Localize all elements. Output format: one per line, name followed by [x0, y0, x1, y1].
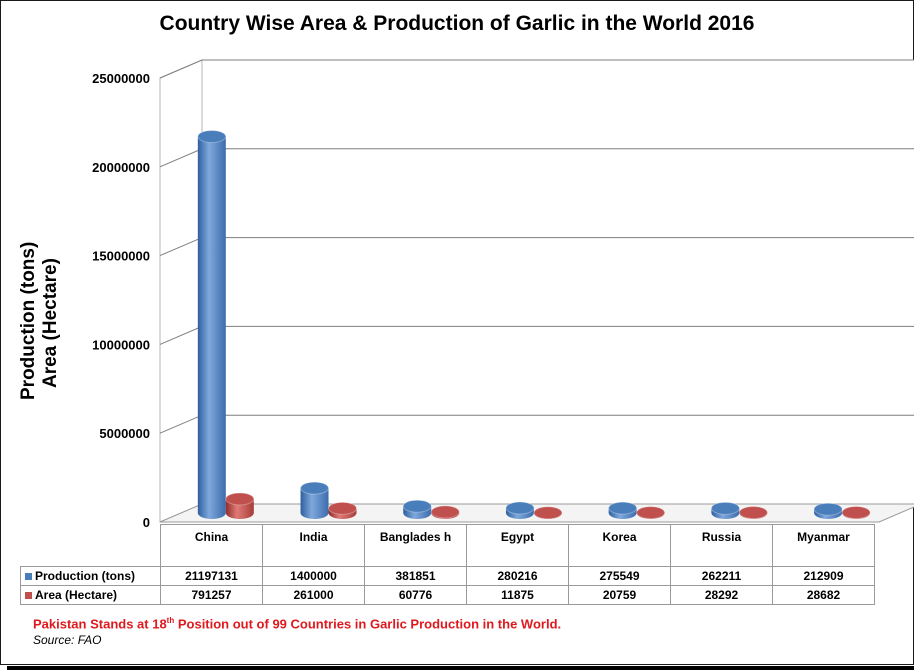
gridline	[159, 59, 914, 79]
footnote-superscript: th	[166, 616, 175, 625]
data-cell: 261000	[262, 585, 365, 605]
bar-top-area	[738, 505, 768, 519]
data-table-corner	[20, 524, 161, 567]
bar-top-production	[710, 501, 740, 515]
bar-top-production	[402, 499, 432, 513]
bar-production	[197, 136, 226, 520]
category-label: China	[160, 524, 263, 567]
y-tick-label: 20000000	[92, 160, 150, 175]
bar-top-area	[225, 492, 255, 506]
data-cell: 28292	[670, 585, 773, 605]
footnote-suffix: Position out of 99 Countries in Garlic P…	[174, 616, 562, 632]
category-label: Korea	[568, 524, 671, 567]
data-cell: 212909	[772, 566, 875, 586]
y-tick-label: 5000000	[99, 426, 150, 441]
back-wall	[201, 59, 914, 505]
data-cell: 11875	[466, 585, 569, 605]
bar-top-area	[430, 505, 460, 519]
bar-top-area	[533, 506, 563, 520]
legend-key-blue-square-icon	[25, 573, 32, 581]
bar-top-production	[505, 501, 535, 515]
bar-top-production	[813, 502, 843, 516]
bar-top-production	[197, 130, 227, 144]
data-table-header-row: China India Banglades h Egypt Korea Russ…	[20, 524, 875, 567]
legend-label: Production (tons)	[35, 569, 135, 583]
category-label: Myanmar	[772, 524, 875, 567]
data-cell: 60776	[364, 585, 467, 605]
category-label: Egypt	[466, 524, 569, 567]
source-label: Source: FAO	[33, 633, 102, 647]
bar-top-area	[841, 505, 871, 519]
footnote: Pakistan Stands at 18th Position out of …	[33, 616, 561, 631]
data-cell: 275549	[568, 566, 671, 586]
bar-top-production	[608, 501, 638, 515]
bar-top-area	[636, 506, 666, 520]
y-tick-label: 10000000	[92, 337, 150, 352]
side-wall	[159, 59, 203, 523]
legend-production: Production (tons)	[20, 566, 161, 586]
data-table-row-production: Production (tons) 21197131 1400000 38185…	[20, 566, 875, 586]
legend-key-red-square-icon	[25, 592, 32, 600]
legend-label: Area (Hectare)	[35, 588, 118, 602]
data-cell: 280216	[466, 566, 569, 586]
y-tick-label: 25000000	[92, 71, 150, 86]
chart-title: Country Wise Area & Production of Garlic…	[159, 12, 755, 35]
bar-top-production	[300, 481, 330, 495]
data-cell: 28682	[772, 585, 875, 605]
footnote-prefix: Pakistan Stands at 18	[33, 616, 167, 632]
data-table: China India Banglades h Egypt Korea Russ…	[20, 524, 875, 605]
bar-top-area	[328, 501, 358, 515]
data-cell: 20759	[568, 585, 671, 605]
y-tick-label: 15000000	[92, 249, 150, 264]
category-label: Banglades h	[364, 524, 467, 567]
data-cell: 791257	[160, 585, 263, 605]
data-cell: 262211	[670, 566, 773, 586]
category-label: India	[262, 524, 365, 567]
category-label: Russia	[670, 524, 773, 567]
legend-area: Area (Hectare)	[20, 585, 161, 605]
data-cell: 1400000	[262, 566, 365, 586]
y-tick-label: 0	[143, 515, 150, 530]
data-cell: 21197131	[160, 566, 263, 586]
data-table-row-area: Area (Hectare) 791257 261000 60776 11875…	[20, 585, 875, 605]
bar-production	[300, 488, 329, 519]
data-cell: 381851	[364, 566, 467, 586]
